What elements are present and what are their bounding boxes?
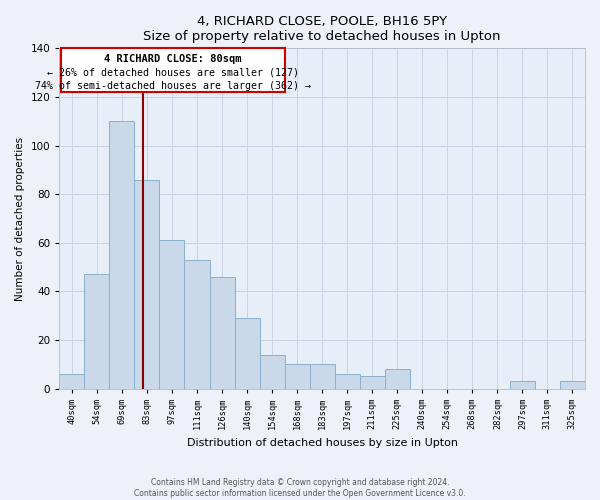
Title: 4, RICHARD CLOSE, POOLE, BH16 5PY
Size of property relative to detached houses i: 4, RICHARD CLOSE, POOLE, BH16 5PY Size o… (143, 15, 501, 43)
Bar (235, 318, 260, 388)
Y-axis label: Number of detached properties: Number of detached properties (15, 136, 25, 300)
X-axis label: Distribution of detached houses by size in Upton: Distribution of detached houses by size … (187, 438, 458, 448)
Text: Contains HM Land Registry data © Crown copyright and database right 2024.
Contai: Contains HM Land Registry data © Crown c… (134, 478, 466, 498)
Bar (134, 180, 160, 388)
Bar (160, 240, 184, 388)
FancyBboxPatch shape (61, 48, 284, 92)
Bar (385, 369, 410, 388)
Bar (335, 374, 360, 388)
Text: 74% of semi-detached houses are larger (362) →: 74% of semi-detached houses are larger (… (35, 81, 311, 91)
Bar (209, 277, 235, 388)
Bar (59, 374, 85, 388)
Bar (260, 354, 284, 388)
Bar (85, 274, 109, 388)
Bar (284, 364, 310, 388)
Text: ← 26% of detached houses are smaller (127): ← 26% of detached houses are smaller (12… (47, 68, 299, 78)
Bar (109, 122, 134, 388)
Bar (184, 260, 209, 388)
Text: 4 RICHARD CLOSE: 80sqm: 4 RICHARD CLOSE: 80sqm (104, 54, 241, 64)
Bar (310, 364, 335, 388)
Bar (360, 376, 385, 388)
Bar (510, 382, 535, 388)
Bar (560, 382, 585, 388)
